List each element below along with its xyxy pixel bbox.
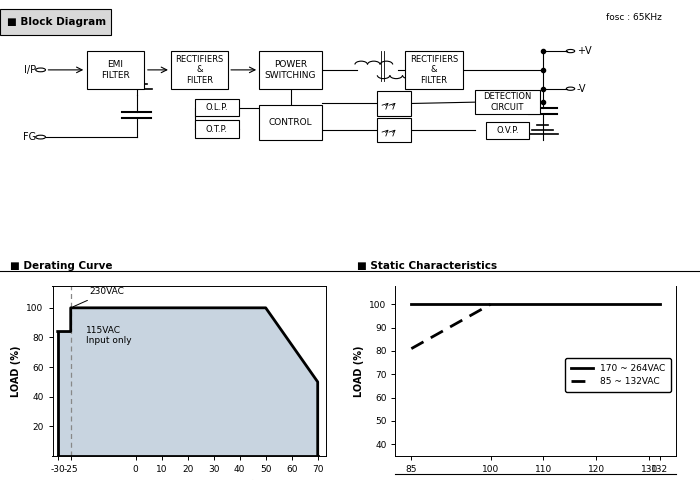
Text: I/P: I/P [25,65,36,75]
Text: O.T.P.: O.T.P. [206,124,228,133]
Text: fosc : 65KHz: fosc : 65KHz [606,13,662,22]
Text: 230VAC: 230VAC [74,288,124,307]
Bar [87,51,144,89]
Text: DETECTION
CIRCUIT: DETECTION CIRCUIT [483,93,532,112]
Bar [475,90,540,114]
Text: +V: +V [577,46,592,56]
Bar [171,51,228,89]
Bar [259,105,322,140]
Bar [195,99,239,116]
Legend: 170 ~ 264VAC, 85 ~ 132VAC: 170 ~ 264VAC, 85 ~ 132VAC [565,359,671,392]
Text: ■ Derating Curve: ■ Derating Curve [10,261,113,271]
Y-axis label: LOAD (%): LOAD (%) [10,345,21,396]
Text: O.V.P.: O.V.P. [496,126,519,135]
FancyBboxPatch shape [0,10,111,35]
Text: RECTIFIERS
&
FILTER: RECTIFIERS & FILTER [410,55,458,85]
Text: O.L.P.: O.L.P. [206,103,228,112]
Bar [195,120,239,138]
Bar [259,51,322,89]
Text: POWER
SWITCHING: POWER SWITCHING [265,60,316,80]
Text: EMI
FILTER: EMI FILTER [101,60,130,80]
Bar [486,121,529,139]
Text: -V: -V [577,84,587,94]
Bar [405,51,463,89]
Y-axis label: LOAD (%): LOAD (%) [354,345,364,396]
Polygon shape [57,308,318,456]
Bar [377,91,411,116]
Text: RECTIFIERS
&
FILTER: RECTIFIERS & FILTER [176,55,223,85]
Text: 115VAC
Input only: 115VAC Input only [86,325,132,345]
Text: CONTROL: CONTROL [269,118,312,127]
Text: ■ Static Characteristics: ■ Static Characteristics [357,261,497,271]
Text: ■ Block Diagram: ■ Block Diagram [7,17,106,27]
Bar [377,118,411,143]
Text: FG: FG [23,132,36,142]
